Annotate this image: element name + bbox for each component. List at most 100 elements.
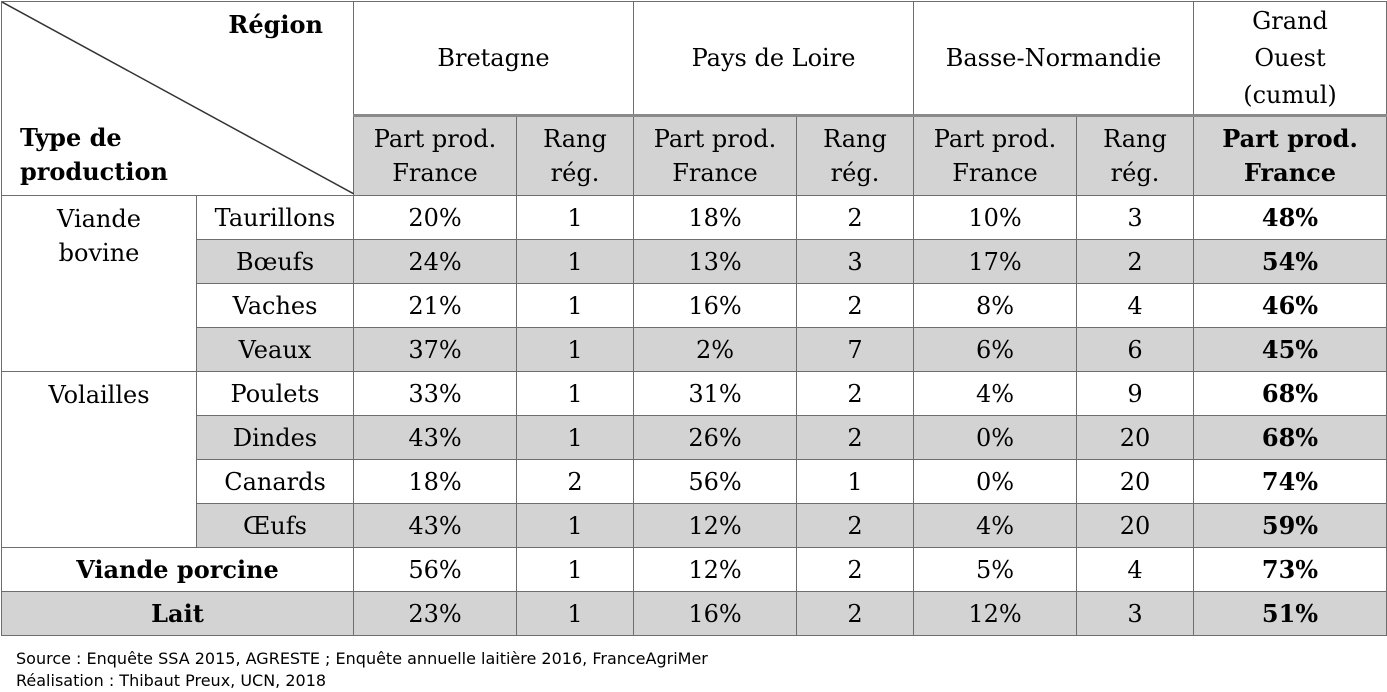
cell-pdl-part: 2%: [633, 327, 797, 372]
row-label: Vaches: [196, 283, 354, 328]
cell-bretagne-part: 18%: [353, 459, 517, 504]
source-note: Source : Enquête SSA 2015, AGRESTE ; Enq…: [16, 648, 708, 692]
row-label: Bœufs: [196, 239, 354, 284]
cell-bn-rang: 20: [1076, 503, 1194, 548]
cell-bn-part: 12%: [913, 591, 1077, 636]
cell-grand-ouest: 73%: [1193, 547, 1387, 592]
subheader-part: Part prod. France: [913, 114, 1077, 196]
table-row: Viande bovine Taurillons 20% 1 18% 2 10% …: [1, 195, 1387, 372]
table-row: Vaches 21% 1 16% 2 8% 4 46%: [2, 283, 1387, 328]
row-label: Taurillons: [196, 195, 354, 240]
cell-pdl-rang: 2: [796, 591, 914, 636]
cell-bretagne-part: 33%: [353, 371, 517, 416]
production-table: Région Type de production Bretagne Pays …: [1, 1, 1387, 636]
cell-pdl-part: 56%: [633, 459, 797, 504]
cell-bn-rang: 4: [1076, 547, 1194, 592]
cell-grand-ouest: 46%: [1193, 283, 1387, 328]
cell-pdl-rang: 2: [796, 371, 914, 416]
cell-pdl-rang: 7: [796, 327, 914, 372]
cell-bretagne-part: 21%: [353, 283, 517, 328]
cell-pdl-rang: 2: [796, 503, 914, 548]
cell-grand-ouest: 74%: [1193, 459, 1387, 504]
cell-bn-rang: 2: [1076, 239, 1194, 284]
row-label: Œufs: [196, 503, 354, 548]
table-row: Viande porcine 56% 1 12% 2 5% 4 73%: [1, 547, 1387, 592]
cell-pdl-part: 16%: [633, 283, 797, 328]
cell-bn-rang: 3: [1076, 195, 1194, 240]
region-grand-ouest: Grand Ouest (cumul): [1193, 1, 1387, 116]
cell-pdl-part: 26%: [633, 415, 797, 460]
source-line: Source : Enquête SSA 2015, AGRESTE ; Enq…: [16, 649, 708, 668]
cell-bretagne-rang: 1: [516, 591, 634, 636]
row-label: Dindes: [196, 415, 354, 460]
subheader-rang: Rang rég.: [1076, 114, 1194, 196]
row-label: Canards: [196, 459, 354, 504]
table-row: Canards 18% 2 56% 1 0% 20 74%: [2, 459, 1387, 504]
cell-bretagne-rang: 1: [516, 327, 634, 372]
cell-bn-part: 6%: [913, 327, 1077, 372]
cell-bn-rang: 20: [1076, 415, 1194, 460]
cell-pdl-part: 13%: [633, 239, 797, 284]
cell-pdl-part: 31%: [633, 371, 797, 416]
corner-header: Région Type de production: [1, 1, 354, 196]
cell-bn-rang: 4: [1076, 283, 1194, 328]
cell-bn-part: 8%: [913, 283, 1077, 328]
cell-bn-part: 0%: [913, 459, 1077, 504]
category-viande-bovine: Viande bovine: [1, 195, 197, 372]
table-row: Dindes 43% 1 26% 2 0% 20 68%: [2, 415, 1387, 460]
cell-pdl-rang: 1: [796, 459, 914, 504]
cell-bn-part: 4%: [913, 371, 1077, 416]
cell-pdl-rang: 2: [796, 415, 914, 460]
category-viande-porcine: Viande porcine: [1, 547, 354, 592]
cell-bretagne-rang: 1: [516, 371, 634, 416]
cell-bn-rang: 6: [1076, 327, 1194, 372]
cell-grand-ouest: 51%: [1193, 591, 1387, 636]
table-row: Veaux 37% 1 2% 7 6% 6 45%: [2, 327, 1387, 372]
cell-bn-part: 5%: [913, 547, 1077, 592]
cell-bn-part: 4%: [913, 503, 1077, 548]
cell-pdl-rang: 3: [796, 239, 914, 284]
table-row: Volailles Poulets 33% 1 31% 2 4% 9 68%: [1, 371, 1387, 548]
cell-bn-part: 10%: [913, 195, 1077, 240]
cell-bn-rang: 20: [1076, 459, 1194, 504]
table-row: Bœufs 24% 1 13% 3 17% 2 54%: [2, 239, 1387, 284]
subheader-part-grand-ouest: Part prod. France: [1193, 114, 1387, 196]
row-label: Veaux: [196, 327, 354, 372]
subheader-part: Part prod. France: [353, 114, 517, 196]
cell-bn-part: 17%: [913, 239, 1077, 284]
cell-bretagne-part: 43%: [353, 415, 517, 460]
cell-bretagne-rang: 1: [516, 415, 634, 460]
cell-pdl-part: 18%: [633, 195, 797, 240]
subheader-rang: Rang rég.: [516, 114, 634, 196]
table-row: Œufs 43% 1 12% 2 4% 20 59%: [2, 503, 1387, 548]
corner-type-label: Type de production: [20, 123, 168, 186]
cell-bretagne-part: 43%: [353, 503, 517, 548]
category-lait: Lait: [1, 591, 354, 636]
region-bretagne: Bretagne: [353, 1, 634, 116]
region-basse-normandie: Basse-Normandie: [913, 1, 1194, 116]
cell-bretagne-rang: 1: [516, 239, 634, 284]
cell-pdl-rang: 2: [796, 283, 914, 328]
cell-bretagne-part: 24%: [353, 239, 517, 284]
cell-bretagne-part: 37%: [353, 327, 517, 372]
cell-bn-rang: 3: [1076, 591, 1194, 636]
cell-pdl-part: 12%: [633, 503, 797, 548]
table-row: Lait 23% 1 16% 2 12% 3 51%: [1, 591, 1387, 636]
subheader-part: Part prod. France: [633, 114, 797, 196]
subheader-rang: Rang rég.: [796, 114, 914, 196]
cell-grand-ouest: 48%: [1193, 195, 1387, 240]
cell-grand-ouest: 68%: [1193, 371, 1387, 416]
cell-pdl-part: 16%: [633, 591, 797, 636]
cell-bretagne-part: 23%: [353, 591, 517, 636]
cell-grand-ouest: 45%: [1193, 327, 1387, 372]
cell-grand-ouest: 59%: [1193, 503, 1387, 548]
row-label: Poulets: [196, 371, 354, 416]
cell-bretagne-rang: 1: [516, 195, 634, 240]
cell-bretagne-part: 20%: [353, 195, 517, 240]
subheader-row: Part prod. France Rang rég. Part prod. Fran…: [2, 114, 1387, 196]
cell-bretagne-rang: 1: [516, 547, 634, 592]
diagonal-divider: [2, 2, 354, 194]
cell-pdl-rang: 2: [796, 547, 914, 592]
cell-bn-part: 0%: [913, 415, 1077, 460]
cell-bretagne-part: 56%: [353, 547, 517, 592]
